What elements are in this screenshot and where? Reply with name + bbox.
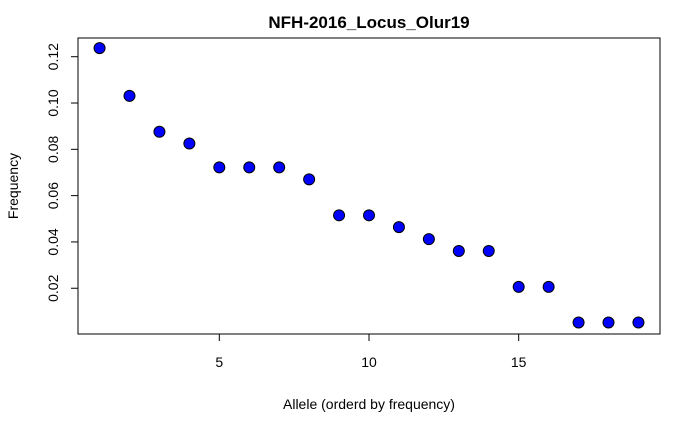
data-point	[303, 173, 316, 186]
data-point	[333, 209, 346, 222]
data-point	[452, 244, 465, 257]
data-point	[243, 161, 256, 174]
data-point	[153, 125, 166, 138]
data-point	[572, 316, 585, 329]
y-tick-label: 0.12	[45, 43, 61, 70]
data-point	[123, 89, 136, 102]
x-tick-label: 15	[511, 354, 527, 370]
data-point	[392, 221, 405, 234]
x-tick-label: 10	[361, 354, 377, 370]
x-tick-label: 5	[215, 354, 223, 370]
data-point	[422, 233, 435, 246]
data-point	[213, 161, 226, 174]
data-point	[183, 137, 196, 150]
data-point	[542, 280, 555, 293]
x-axis-label: Allele (orderd by frequency)	[283, 396, 455, 412]
x-axis: 5 10 15	[215, 334, 527, 370]
data-point	[363, 209, 375, 222]
y-tick-label: 0.10	[45, 89, 61, 116]
y-tick-label: 0.02	[45, 274, 61, 301]
data-point	[273, 161, 286, 174]
data-point	[632, 316, 645, 329]
y-axis: 0.02 0.04 0.06 0.08 0.10 0.12	[45, 43, 78, 302]
data-point	[93, 42, 106, 55]
data-point	[602, 316, 615, 329]
data-point	[512, 280, 525, 293]
plot-frame	[77, 37, 661, 335]
y-tick-label: 0.04	[45, 228, 61, 255]
data-points	[93, 42, 645, 329]
chart-title: NFH-2016_Locus_Olur19	[268, 13, 469, 32]
data-point	[482, 244, 495, 257]
y-tick-label: 0.08	[45, 135, 61, 162]
y-axis-label: Frequency	[5, 153, 21, 219]
y-tick-label: 0.06	[45, 182, 61, 209]
